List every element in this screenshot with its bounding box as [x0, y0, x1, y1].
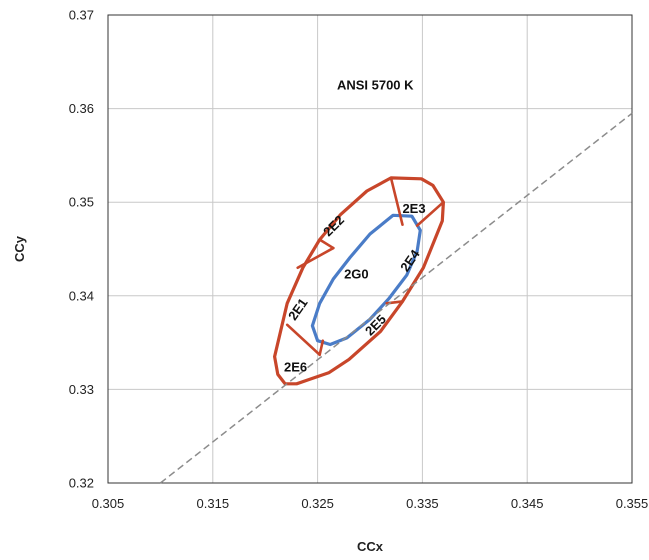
y-tick-label: 0.37 [69, 8, 94, 23]
annotation-2e3: 2E3 [402, 201, 425, 216]
x-axis-title: CCx [357, 539, 384, 554]
y-tick-label: 0.35 [69, 195, 94, 210]
bin-divider-line [389, 176, 404, 226]
y-tick-label: 0.34 [69, 288, 94, 303]
bin-divider-line [318, 339, 325, 357]
bin-divider-line [296, 246, 335, 270]
inner-2g0-outline [310, 213, 422, 347]
annotation-ansi-5700-k: ANSI 5700 K [337, 78, 414, 93]
annotation-2e6: 2E6 [284, 359, 307, 374]
bin-divider-line [415, 200, 445, 227]
outer-quadrangle-outline [273, 176, 445, 386]
y-tick-label: 0.33 [69, 382, 94, 397]
bin-divider-line [285, 323, 321, 357]
y-axis-title: CCy [12, 235, 27, 262]
bin-divider-line [318, 238, 335, 250]
data-layer [159, 112, 633, 484]
y-tick-label: 0.32 [69, 476, 94, 491]
x-tick-label: 0.325 [301, 496, 334, 511]
annotation-2e5: 2E5 [362, 312, 389, 339]
x-tick-label: 0.335 [406, 496, 439, 511]
y-tick-label: 0.36 [69, 101, 94, 116]
x-tick-label: 0.305 [92, 496, 125, 511]
annotation-2g0: 2G0 [344, 267, 369, 282]
x-tick-label: 0.345 [511, 496, 544, 511]
annotation-2e4: 2E4 [397, 246, 423, 274]
x-tick-label: 0.315 [197, 496, 230, 511]
grid-lines [108, 15, 632, 483]
tick-labels: 0.305 0.315 0.325 0.335 0.345 0.355 0.32 0.33 0.… [69, 8, 649, 512]
x-tick-label: 0.355 [616, 496, 649, 511]
planckian-locus-line [159, 112, 633, 484]
plot-area-border [107, 14, 633, 484]
